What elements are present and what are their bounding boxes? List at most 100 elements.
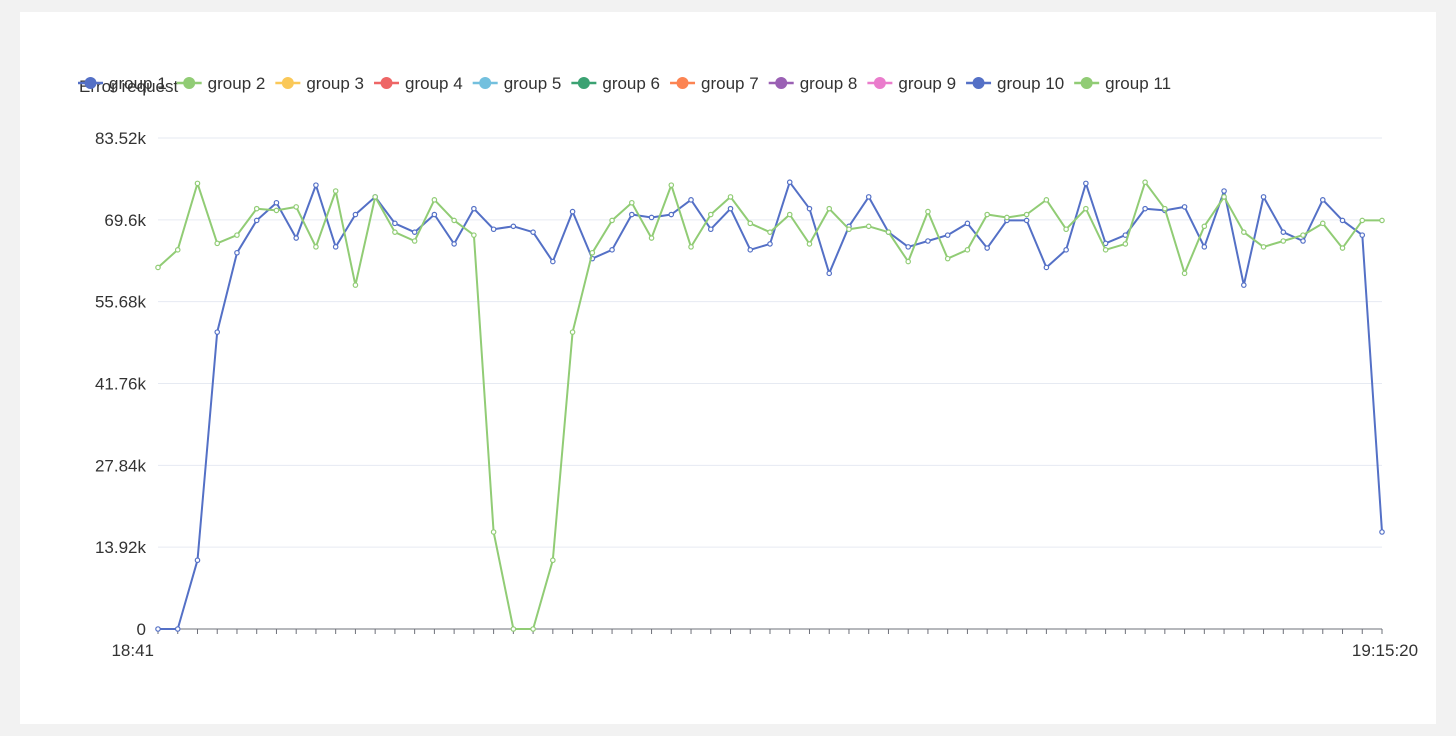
data-point[interactable]	[984, 211, 990, 218]
data-point[interactable]	[1023, 211, 1030, 218]
data-point[interactable]	[1221, 194, 1227, 200]
data-point[interactable]	[490, 529, 497, 535]
data-point[interactable]	[786, 211, 793, 218]
data-point[interactable]	[352, 282, 359, 288]
data-point[interactable]	[905, 258, 911, 265]
data-point[interactable]	[1063, 226, 1069, 233]
data-point[interactable]	[1043, 197, 1050, 203]
data-point[interactable]	[214, 329, 221, 335]
data-point[interactable]	[1083, 205, 1089, 212]
data-point[interactable]	[925, 208, 931, 215]
data-point[interactable]	[1280, 238, 1287, 244]
data-point[interactable]	[964, 247, 971, 253]
data-point[interactable]	[411, 238, 418, 244]
data-point[interactable]	[1319, 220, 1326, 227]
data-point[interactable]	[727, 194, 734, 200]
data-point[interactable]	[194, 180, 201, 187]
data-point[interactable]	[253, 217, 260, 224]
data-point[interactable]	[313, 244, 319, 250]
legend-item[interactable]: group 8	[768, 74, 858, 93]
data-point[interactable]	[510, 626, 517, 632]
data-point[interactable]	[451, 241, 457, 247]
data-point[interactable]	[629, 211, 635, 218]
data-point[interactable]	[609, 217, 615, 224]
data-point[interactable]	[1142, 179, 1148, 186]
data-point[interactable]	[1280, 229, 1287, 235]
data-point[interactable]	[313, 182, 319, 188]
data-point[interactable]	[648, 235, 655, 241]
data-point[interactable]	[155, 264, 161, 271]
data-point[interactable]	[648, 214, 655, 221]
legend-item[interactable]: group 2	[176, 74, 266, 93]
data-point[interactable]	[1122, 241, 1129, 247]
data-point[interactable]	[786, 179, 793, 186]
data-point[interactable]	[174, 626, 181, 632]
data-point[interactable]	[1300, 232, 1306, 238]
data-point[interactable]	[352, 211, 359, 218]
data-point[interactable]	[293, 204, 299, 210]
data-point[interactable]	[1241, 229, 1247, 235]
data-point[interactable]	[293, 235, 299, 241]
legend-item[interactable]: group 11	[1074, 74, 1171, 93]
data-point[interactable]	[471, 232, 477, 238]
data-point[interactable]	[253, 205, 260, 212]
data-point[interactable]	[569, 329, 576, 335]
data-point[interactable]	[767, 241, 773, 247]
data-point[interactable]	[865, 194, 872, 200]
legend-item[interactable]: group 1	[78, 74, 167, 93]
data-point[interactable]	[806, 241, 813, 247]
data-point[interactable]	[589, 249, 596, 256]
data-point[interactable]	[1201, 244, 1208, 250]
data-point[interactable]	[629, 199, 635, 206]
data-point[interactable]	[1319, 197, 1326, 203]
data-point[interactable]	[806, 205, 813, 212]
data-point[interactable]	[392, 229, 398, 235]
data-point[interactable]	[846, 226, 852, 233]
data-point[interactable]	[234, 232, 240, 238]
data-point[interactable]	[1162, 205, 1168, 212]
data-point[interactable]	[1201, 223, 1208, 230]
data-point[interactable]	[1083, 180, 1089, 187]
data-point[interactable]	[214, 240, 221, 247]
data-point[interactable]	[550, 557, 556, 564]
data-point[interactable]	[944, 232, 951, 238]
data-point[interactable]	[1260, 244, 1267, 250]
data-point[interactable]	[1181, 204, 1188, 210]
legend-item[interactable]: group 9	[867, 74, 956, 93]
data-point[interactable]	[1221, 188, 1227, 194]
data-point[interactable]	[984, 245, 990, 251]
data-point[interactable]	[1142, 205, 1148, 212]
data-point[interactable]	[550, 258, 556, 265]
data-point[interactable]	[1043, 264, 1050, 271]
data-point[interactable]	[668, 211, 675, 218]
data-point[interactable]	[688, 244, 694, 250]
data-point[interactable]	[155, 626, 161, 632]
data-point[interactable]	[707, 226, 714, 233]
data-point[interactable]	[431, 211, 438, 218]
data-point[interactable]	[826, 205, 833, 212]
data-point[interactable]	[234, 249, 240, 256]
legend-item[interactable]: group 10	[966, 74, 1064, 93]
legend-item[interactable]: group 6	[571, 74, 660, 93]
legend-item[interactable]: group 4	[374, 74, 463, 93]
data-point[interactable]	[865, 223, 872, 230]
legend-item[interactable]: group 5	[472, 74, 562, 93]
data-point[interactable]	[747, 247, 754, 253]
data-point[interactable]	[944, 255, 951, 262]
legend-item[interactable]: group 3	[275, 74, 364, 93]
data-point[interactable]	[1102, 247, 1109, 253]
legend-item[interactable]: group 7	[670, 74, 759, 93]
data-point[interactable]	[1181, 270, 1188, 277]
data-point[interactable]	[1300, 238, 1306, 244]
data-point[interactable]	[747, 220, 754, 227]
data-point[interactable]	[392, 220, 398, 227]
data-point[interactable]	[609, 247, 615, 253]
data-point[interactable]	[530, 229, 536, 235]
data-point[interactable]	[372, 194, 378, 200]
data-point[interactable]	[1241, 282, 1247, 288]
data-point[interactable]	[411, 229, 418, 235]
data-point[interactable]	[273, 207, 280, 214]
data-point[interactable]	[905, 244, 911, 250]
data-point[interactable]	[1004, 214, 1010, 221]
data-point[interactable]	[688, 197, 694, 203]
